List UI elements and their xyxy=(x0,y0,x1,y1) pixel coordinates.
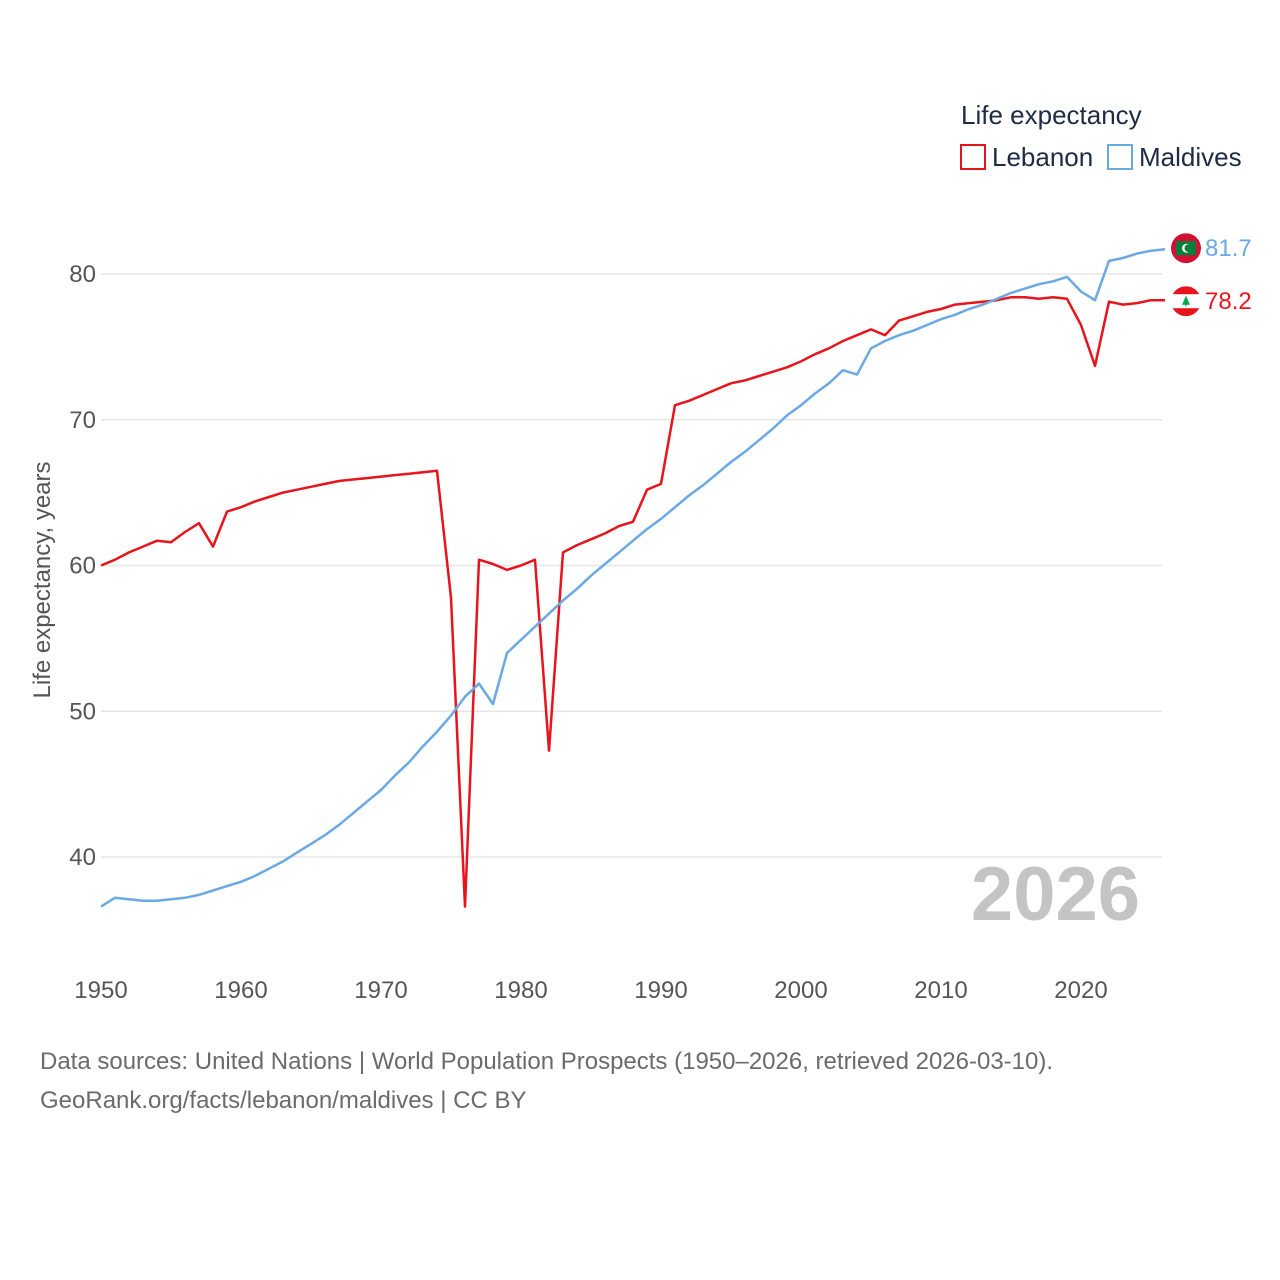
lebanon-flag-icon xyxy=(1171,286,1201,317)
end-value-lebanon: 78.2 xyxy=(1205,288,1252,315)
y-tick-label: 40 xyxy=(69,844,96,871)
legend-label-maldives[interactable]: Maldives xyxy=(1139,142,1242,172)
legend-label-lebanon[interactable]: Lebanon xyxy=(992,142,1093,172)
x-tick-label: 1970 xyxy=(354,977,407,1004)
series-lines xyxy=(100,247,1166,908)
series-line-maldives xyxy=(100,247,1166,908)
legend-swatch-lebanon[interactable] xyxy=(960,144,986,170)
x-tick-label: 1980 xyxy=(494,977,547,1004)
x-tick-label: 2010 xyxy=(914,977,967,1004)
x-tick-label: 2000 xyxy=(774,977,827,1004)
x-axis-ticks: 1950 1960 1970 1980 1990 2000 2010 2020 xyxy=(74,977,1107,1004)
x-tick-label: 1990 xyxy=(634,977,687,1004)
maldives-flag-icon xyxy=(1171,233,1201,264)
x-tick-label: 1960 xyxy=(214,977,267,1004)
y-tick-label: 80 xyxy=(69,261,96,288)
y-tick-label: 70 xyxy=(69,407,96,434)
source-line: Data sources: United Nations | World Pop… xyxy=(40,1048,1054,1075)
y-axis-title: Life expectancy, years xyxy=(29,461,56,698)
current-year-label: 2026 xyxy=(971,852,1140,937)
x-tick-label: 1950 xyxy=(74,977,127,1004)
x-tick-label: 2020 xyxy=(1054,977,1107,1004)
source-note: Data sources: United Nations | World Pop… xyxy=(40,1042,1240,1120)
legend-title: Life expectancy xyxy=(961,100,1142,130)
y-tick-label: 50 xyxy=(69,698,96,725)
legend-swatch-maldives[interactable] xyxy=(1107,144,1133,170)
y-axis-ticks: 40 50 60 70 80 xyxy=(69,261,96,871)
series-line-lebanon xyxy=(100,296,1165,908)
gridlines xyxy=(101,273,1162,858)
y-tick-label: 60 xyxy=(69,553,96,580)
end-value-maldives: 81.7 xyxy=(1205,235,1252,262)
source-link[interactable]: GeoRank.org/facts/lebanon/maldives | CC … xyxy=(40,1087,527,1114)
